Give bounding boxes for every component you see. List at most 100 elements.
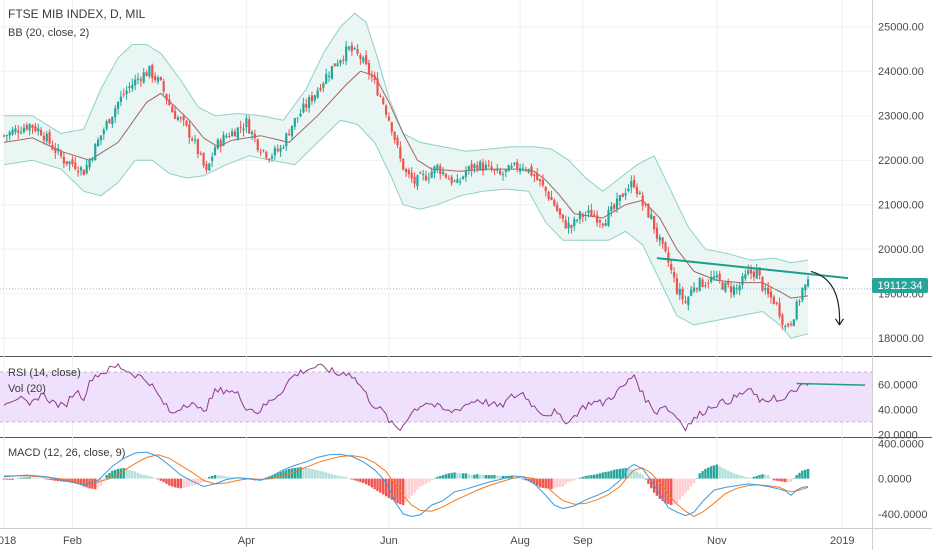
candle[interactable] <box>39 127 43 137</box>
candle[interactable] <box>399 141 402 162</box>
candle[interactable] <box>715 270 718 281</box>
candle[interactable] <box>145 70 148 77</box>
candle[interactable] <box>436 163 439 173</box>
candle[interactable] <box>501 171 505 181</box>
candle[interactable] <box>387 112 391 122</box>
resistance-trendline[interactable] <box>656 257 849 280</box>
candle[interactable] <box>285 132 288 152</box>
candle[interactable] <box>718 270 721 284</box>
candle[interactable] <box>439 163 442 180</box>
candle[interactable] <box>806 275 810 288</box>
candle[interactable] <box>68 160 71 171</box>
candle[interactable] <box>353 46 356 51</box>
candle[interactable] <box>119 90 123 107</box>
candle[interactable] <box>342 55 345 65</box>
candle[interactable] <box>752 269 756 281</box>
candle[interactable] <box>712 270 716 282</box>
candle[interactable] <box>496 164 499 174</box>
candle[interactable] <box>707 279 710 289</box>
candle[interactable] <box>384 104 388 118</box>
candle[interactable] <box>307 94 311 113</box>
candle[interactable] <box>681 286 684 305</box>
candle[interactable] <box>99 135 103 146</box>
candle[interactable] <box>513 162 516 167</box>
candle[interactable] <box>419 171 422 174</box>
candle[interactable] <box>672 267 676 283</box>
candle[interactable] <box>293 117 296 130</box>
candle[interactable] <box>116 101 120 115</box>
candle[interactable] <box>128 82 131 94</box>
candle[interactable] <box>139 76 142 88</box>
candle[interactable] <box>28 123 31 136</box>
candle[interactable] <box>541 174 545 188</box>
candle[interactable] <box>316 87 319 99</box>
candle[interactable] <box>658 234 661 247</box>
candle[interactable] <box>476 161 479 173</box>
candle[interactable] <box>795 299 798 321</box>
candle[interactable] <box>424 170 428 182</box>
candle[interactable] <box>102 127 105 140</box>
candle[interactable] <box>171 104 174 113</box>
candle[interactable] <box>77 166 80 177</box>
candle[interactable] <box>456 174 459 184</box>
rsi-panel[interactable] <box>0 363 872 432</box>
candle[interactable] <box>578 210 582 225</box>
candle[interactable] <box>319 83 322 92</box>
candle[interactable] <box>530 163 533 177</box>
candle[interactable] <box>356 44 359 56</box>
candle[interactable] <box>231 128 234 137</box>
candle[interactable] <box>359 53 362 65</box>
candle[interactable] <box>641 191 644 211</box>
candle[interactable] <box>590 203 593 217</box>
candle[interactable] <box>216 138 219 150</box>
candle[interactable] <box>721 281 724 291</box>
candle[interactable] <box>159 76 162 82</box>
candle[interactable] <box>772 295 775 305</box>
candle[interactable] <box>769 287 773 304</box>
candle[interactable] <box>390 121 393 136</box>
candle[interactable] <box>747 264 750 276</box>
candle[interactable] <box>593 210 596 217</box>
candle[interactable] <box>276 144 279 153</box>
candle[interactable] <box>91 157 94 163</box>
candle[interactable] <box>801 287 804 303</box>
candle[interactable] <box>704 281 707 289</box>
candle[interactable] <box>191 136 194 142</box>
candle[interactable] <box>787 322 790 328</box>
candle[interactable] <box>775 301 778 306</box>
candle[interactable] <box>524 166 527 173</box>
candle[interactable] <box>444 173 448 179</box>
candle[interactable] <box>48 129 51 147</box>
candle[interactable] <box>31 124 34 134</box>
candle[interactable] <box>581 212 584 223</box>
candle[interactable] <box>729 281 733 299</box>
candle[interactable] <box>695 287 698 293</box>
candle[interactable] <box>459 177 462 186</box>
candle[interactable] <box>59 149 63 159</box>
candle[interactable] <box>125 85 128 100</box>
candle[interactable] <box>299 108 302 117</box>
candle[interactable] <box>37 123 40 136</box>
candle[interactable] <box>661 237 664 249</box>
candle[interactable] <box>533 172 536 183</box>
candle[interactable] <box>222 131 225 147</box>
candle[interactable] <box>165 93 168 105</box>
candle[interactable] <box>239 120 242 134</box>
candle[interactable] <box>633 175 636 189</box>
candle[interactable] <box>25 122 28 131</box>
candle[interactable] <box>208 162 211 172</box>
candle[interactable] <box>570 224 573 234</box>
candle[interactable] <box>781 312 784 330</box>
candle[interactable] <box>741 273 744 290</box>
candle[interactable] <box>20 126 23 135</box>
candle[interactable] <box>499 167 502 176</box>
candle[interactable] <box>11 126 14 136</box>
candle[interactable] <box>422 170 425 181</box>
candle[interactable] <box>784 324 787 331</box>
candle[interactable] <box>507 164 510 172</box>
candle[interactable] <box>538 178 542 187</box>
candle[interactable] <box>376 72 379 97</box>
candle[interactable] <box>481 158 485 176</box>
candle[interactable] <box>88 157 91 171</box>
candle[interactable] <box>778 297 781 320</box>
